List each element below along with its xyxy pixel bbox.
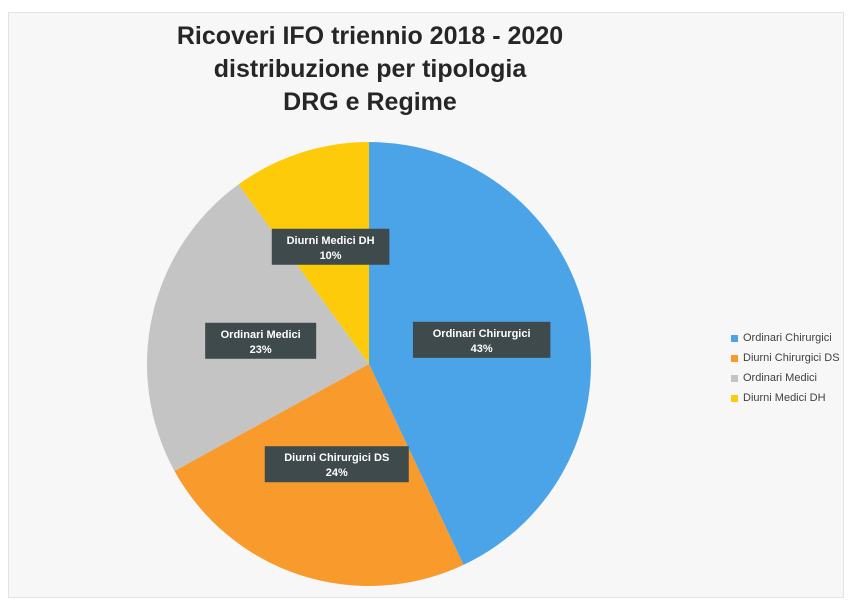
slice-label-value: 43% [471, 343, 493, 355]
legend-item: Diurni Chirurgici DS [731, 348, 846, 368]
slice-label-name: Diurni Medici DH [287, 235, 375, 247]
chart-title-line-3: DRG e Regime [283, 88, 457, 116]
slice-label-box [264, 446, 409, 483]
slice-label-box [205, 322, 317, 359]
chart-title-line-1: Ricoveri IFO triennio 2018 - 2020 [176, 22, 564, 50]
slice-label-name: Ordinari Chirurgici [433, 328, 531, 340]
legend-item: Ordinari Medici [731, 368, 846, 388]
chart-title-line-2: distribuzione per tipologia [213, 55, 527, 83]
slice-label-box [271, 228, 390, 265]
slice-label-value: 10% [320, 250, 342, 262]
slice-label-value: 24% [326, 467, 348, 479]
legend-label: Diurni Chirurgici DS [743, 352, 840, 364]
legend-swatch [731, 334, 738, 342]
slice-label-box [412, 321, 551, 358]
legend: Ordinari Chirurgici Diurni Chirurgici DS… [731, 328, 846, 408]
legend-item: Ordinari Chirurgici [731, 328, 846, 348]
legend-swatch [731, 354, 738, 362]
legend-label: Ordinari Medici [743, 372, 817, 384]
slice-data-label: Ordinari Medici 23% [205, 322, 317, 359]
slice-data-label: Diurni Chirurgici DS 24% [264, 446, 409, 483]
slice-label-name: Ordinari Medici [221, 329, 301, 341]
slice-label-value: 23% [250, 344, 272, 356]
slice-data-label: Diurni Medici DH 10% [271, 228, 390, 265]
slice-data-label: Ordinari Chirurgici 43% [412, 321, 551, 358]
legend-label: Diurni Medici DH [743, 392, 826, 404]
legend-swatch [731, 394, 738, 402]
legend-label: Ordinari Chirurgici [743, 332, 832, 344]
legend-item: Diurni Medici DH [731, 388, 846, 408]
legend-swatch [731, 374, 738, 382]
slice-label-name: Diurni Chirurgici DS [284, 452, 389, 464]
chart-title: Ricoveri IFO triennio 2018 - 2020 distri… [0, 20, 740, 119]
